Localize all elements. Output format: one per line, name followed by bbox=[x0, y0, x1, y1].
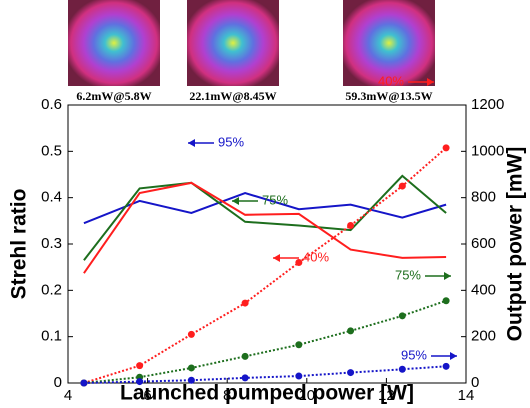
data-point bbox=[295, 341, 302, 348]
image-caption: 59.3mW@13.5W bbox=[345, 89, 432, 103]
annotation: 75% bbox=[395, 267, 421, 282]
data-point bbox=[242, 374, 249, 381]
arrow-head bbox=[188, 139, 195, 147]
series-line bbox=[84, 148, 446, 383]
y2-tick-label: 0 bbox=[471, 374, 479, 391]
data-point bbox=[188, 377, 195, 384]
y2-tick-label: 1000 bbox=[471, 142, 504, 159]
y2-tick-label: 400 bbox=[471, 281, 496, 298]
data-point bbox=[347, 369, 354, 376]
x-tick-label: 4 bbox=[64, 387, 72, 404]
data-point bbox=[136, 378, 143, 385]
annotation: 40% bbox=[303, 249, 329, 264]
series-line bbox=[84, 176, 446, 260]
beam-image bbox=[187, 0, 279, 86]
data-point bbox=[188, 364, 195, 371]
x-axis-label: Launched pumped power [W] bbox=[120, 382, 414, 405]
data-point bbox=[347, 222, 354, 229]
data-point bbox=[295, 259, 302, 266]
data-point bbox=[242, 353, 249, 360]
data-point bbox=[399, 312, 406, 319]
annotation: 75% bbox=[262, 192, 288, 207]
data-point bbox=[136, 362, 143, 369]
y-tick-label: 0.3 bbox=[41, 235, 62, 252]
annotation: 95% bbox=[401, 347, 427, 362]
y-tick-label: 0.5 bbox=[41, 142, 62, 159]
data-point bbox=[443, 297, 450, 304]
data-point bbox=[188, 331, 195, 338]
annotation: 40% bbox=[378, 73, 404, 88]
y2-tick-label: 200 bbox=[471, 328, 496, 345]
plot-frame bbox=[68, 105, 466, 383]
arrow-head bbox=[273, 254, 280, 262]
y-tick-label: 0.4 bbox=[41, 189, 62, 206]
data-point bbox=[443, 144, 450, 151]
x-tick-label: 8 bbox=[223, 387, 231, 404]
y-tick-label: 0.2 bbox=[41, 281, 62, 298]
data-point bbox=[347, 327, 354, 334]
annotation: 95% bbox=[218, 134, 244, 149]
y2-tick-label: 800 bbox=[471, 189, 496, 206]
data-point bbox=[242, 300, 249, 307]
x-tick-label: 12 bbox=[378, 387, 395, 404]
x-tick-label: 6 bbox=[143, 387, 151, 404]
y2-tick-label: 1200 bbox=[471, 96, 504, 113]
y-axis-label: Strehl ratio bbox=[8, 189, 31, 300]
figure: 6.2mW@5.8W 22.1mW@8.45W 59.3mW@13.5W Lau… bbox=[0, 0, 530, 408]
image-caption: 6.2mW@5.8W bbox=[76, 89, 151, 103]
data-point bbox=[399, 183, 406, 190]
beam-image bbox=[68, 0, 160, 86]
data-point bbox=[443, 363, 450, 370]
y2-axis-label: Output power [mW] bbox=[504, 147, 527, 342]
y-tick-label: 0.6 bbox=[41, 96, 62, 113]
arrow-head bbox=[450, 352, 457, 360]
x-tick-label: 10 bbox=[298, 387, 315, 404]
data-point bbox=[80, 380, 87, 387]
arrow-head bbox=[444, 272, 451, 280]
y-tick-label: 0 bbox=[54, 374, 62, 391]
y-tick-label: 0.1 bbox=[41, 328, 62, 345]
data-point bbox=[399, 366, 406, 373]
y2-tick-label: 600 bbox=[471, 235, 496, 252]
image-caption: 22.1mW@8.45W bbox=[189, 89, 276, 103]
data-point bbox=[295, 373, 302, 380]
